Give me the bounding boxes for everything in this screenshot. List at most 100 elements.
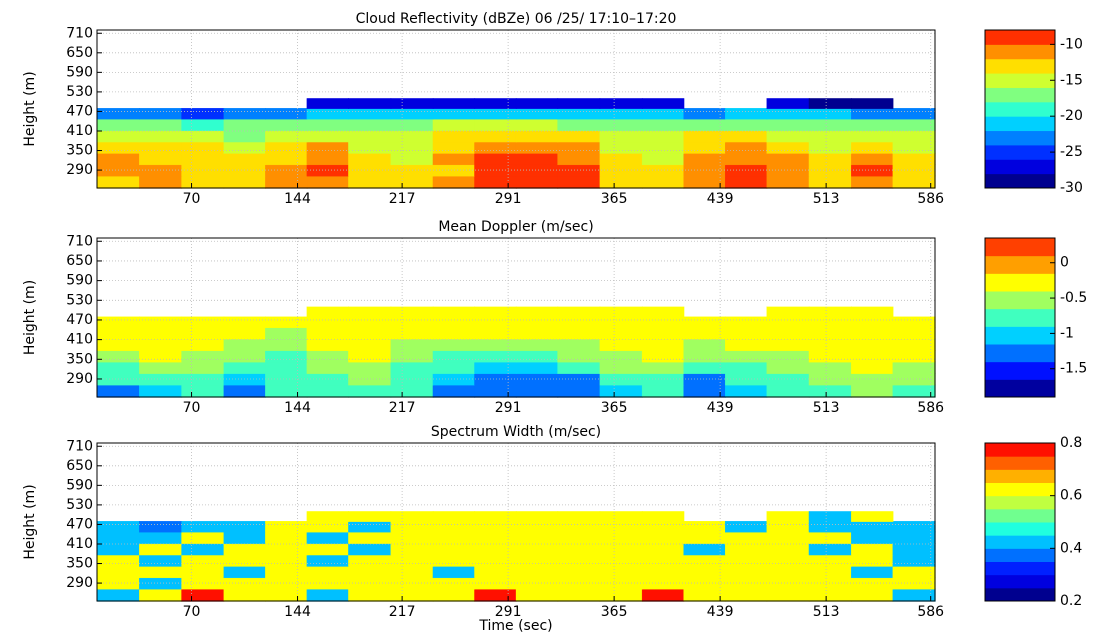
contour-cell — [432, 543, 476, 556]
contour-cell — [265, 384, 308, 398]
contour-cell — [306, 531, 350, 544]
contour-cell — [306, 543, 350, 556]
contour-cell — [474, 373, 517, 386]
contour-cell — [223, 361, 266, 374]
contour-cell — [306, 306, 350, 318]
contour-cell — [265, 316, 308, 328]
contour-cell — [641, 118, 685, 131]
colorbar-band — [985, 238, 1055, 257]
contour-cell — [306, 98, 350, 109]
contour-cell — [390, 98, 434, 109]
x-tick-label: 439 — [707, 191, 734, 207]
contour-cell — [599, 531, 643, 544]
contour-cell — [599, 141, 643, 154]
contour-cell — [557, 577, 601, 590]
contour-cell — [599, 164, 643, 177]
contour-cell — [641, 306, 685, 318]
contour-cell — [96, 565, 140, 579]
contour-cell — [474, 98, 517, 109]
contour-cell — [766, 338, 810, 351]
contour-cell — [223, 565, 266, 579]
contour-cell — [181, 327, 225, 340]
contour-cell — [139, 118, 183, 131]
contour-cell — [265, 554, 308, 567]
x-tick-label: 513 — [813, 191, 840, 207]
contour-cell — [181, 531, 225, 544]
colorbar-tick-label: -0.5 — [1060, 290, 1087, 306]
contour-cell — [766, 521, 810, 533]
contour-cell — [515, 327, 559, 340]
contour-cell — [557, 152, 601, 166]
contour-cell — [683, 175, 726, 189]
contour-cell — [851, 108, 894, 120]
y-tick-label: 410 — [66, 536, 93, 552]
contour-cell — [306, 565, 350, 579]
contour-cell — [515, 108, 559, 120]
contour-cell — [683, 130, 726, 143]
contour-cell — [599, 565, 643, 579]
colorbar-tick-label: 0.6 — [1060, 488, 1082, 504]
contour-cell — [683, 350, 726, 363]
contour-cell — [557, 108, 601, 120]
contour-cell — [306, 108, 350, 120]
contour-cell — [265, 543, 308, 556]
colorbar-tick-label: -25 — [1060, 144, 1083, 160]
contour-cell — [766, 306, 810, 318]
y-tick-label: 650 — [66, 45, 93, 61]
contour-cell — [557, 338, 601, 351]
contour-cell — [515, 350, 559, 363]
x-tick-label: 144 — [284, 400, 311, 416]
contour-cell — [474, 577, 517, 590]
contour-cell — [557, 554, 601, 567]
contour-cell — [515, 118, 559, 131]
contour-cell — [766, 152, 810, 166]
contour-cell — [892, 373, 936, 386]
y-tick-label: 410 — [66, 332, 93, 348]
contour-cell — [390, 108, 434, 120]
contour-cell — [641, 588, 685, 602]
contour-cell — [515, 565, 559, 579]
colorbar-tick-label: 0.4 — [1060, 540, 1082, 556]
contour-cell — [557, 565, 601, 579]
contour-cell — [892, 554, 936, 567]
contour-cell — [181, 350, 225, 363]
contour-cell — [724, 108, 768, 120]
contour-cell — [557, 531, 601, 544]
contour-cell — [181, 384, 225, 398]
contour-cell — [432, 521, 476, 533]
contour-cell — [892, 118, 936, 131]
x-tick-label: 70 — [183, 191, 201, 207]
contour-cell — [181, 108, 225, 120]
contour-cell — [599, 577, 643, 590]
contour-cell — [599, 361, 643, 374]
contour-cell — [599, 118, 643, 131]
colorbar-band — [985, 116, 1055, 132]
contour-cell — [223, 130, 266, 143]
colorbar-band — [985, 291, 1055, 310]
colorbar-frame — [984, 29, 1056, 189]
contour-cell — [432, 338, 476, 351]
contour-cell — [306, 175, 350, 189]
contour-cell — [724, 361, 768, 374]
colorbar-frame — [984, 237, 1056, 398]
contour-cell — [808, 588, 852, 602]
contour-cell — [557, 164, 601, 177]
contour-cell — [641, 108, 685, 120]
contour-cell — [641, 327, 685, 340]
contour-cell — [641, 531, 685, 544]
contour-cell — [683, 565, 726, 579]
contour-cell — [515, 588, 559, 602]
contour-cell — [181, 588, 225, 602]
x-tick-label: 513 — [813, 604, 840, 620]
x-tick-label: 70 — [183, 604, 201, 620]
contour-cell — [432, 316, 476, 328]
contour-cell — [474, 361, 517, 374]
contour-cell — [851, 554, 894, 567]
contour-cell — [557, 118, 601, 131]
contour-cell — [599, 543, 643, 556]
contour-cell — [390, 511, 434, 522]
contour-cell — [892, 531, 936, 544]
contour-cell — [181, 361, 225, 374]
contour-cell — [808, 108, 852, 120]
y-tick-label: 350 — [66, 143, 93, 159]
